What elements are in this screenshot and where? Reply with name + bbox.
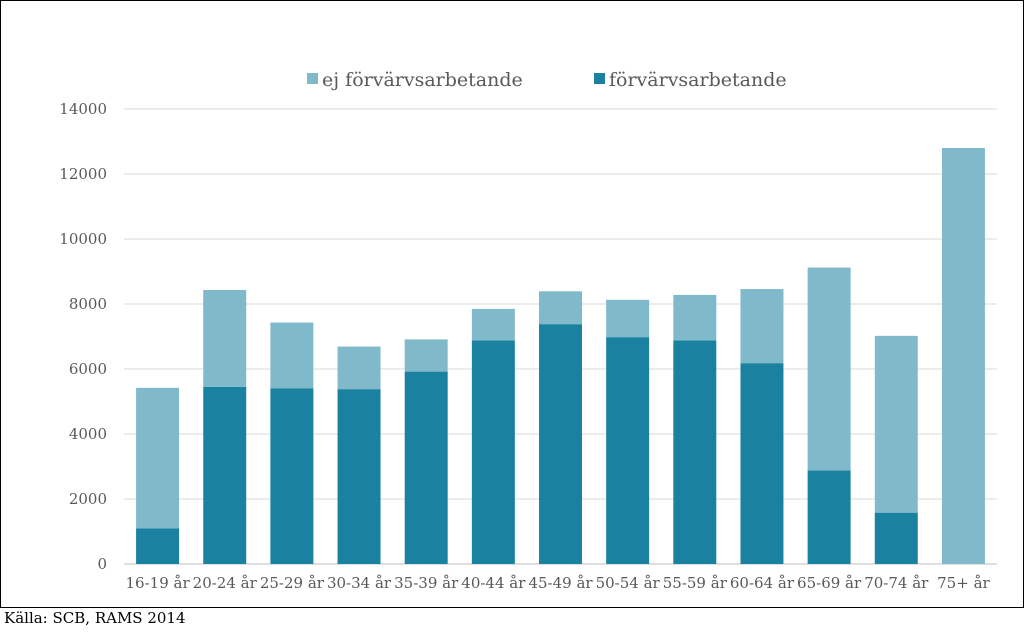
bar-segment	[941, 148, 985, 564]
bar-segment	[539, 324, 582, 564]
bar-segment	[404, 371, 448, 564]
x-axis-tick-labels: 16-19 år 20-24 år 25-29 år 30-34 år 35-39 år…	[126, 574, 991, 592]
x-tick-label: 30-34 år	[327, 574, 392, 592]
chart-frame: 0 2000 4000 6000 8000 10000 12000 14000 16-19 å…	[0, 0, 1024, 608]
bar-segment	[606, 299, 650, 338]
bar-segment	[203, 290, 247, 387]
bar-segment	[337, 346, 381, 390]
bar-segment	[404, 339, 448, 372]
x-tick-label: 35-39 år	[394, 574, 459, 592]
bar-segment	[874, 335, 918, 513]
x-tick-label: 40-44 år	[461, 574, 526, 592]
bar-segment	[673, 294, 717, 341]
legend-label: ej förvärvsarbetande	[322, 69, 523, 91]
x-tick-label: 16-19 år	[126, 574, 191, 592]
x-tick-label: 65-69 år	[797, 574, 862, 592]
x-tick-label: 25-29 år	[260, 574, 325, 592]
x-tick-label: 20-24 år	[193, 574, 258, 592]
y-tick-label: 4000	[69, 425, 107, 443]
source-note: Källa: SCB, RAMS 2014	[4, 609, 186, 627]
y-tick-label: 8000	[69, 295, 107, 313]
bar-segment	[874, 512, 918, 564]
legend-swatch	[594, 73, 605, 84]
x-tick-label: 55-59 år	[663, 574, 728, 592]
y-tick-label: 0	[97, 555, 107, 573]
legend-label: förvärvsarbetande	[609, 69, 787, 91]
bar-segment	[539, 291, 582, 325]
bar-segment	[740, 289, 784, 364]
bar-segment	[203, 386, 247, 564]
x-tick-label: 75+ år	[937, 574, 990, 592]
bar-segment	[270, 388, 314, 564]
bar-segment	[471, 340, 515, 564]
x-tick-label: 50-54 år	[596, 574, 661, 592]
stacked-bar-chart: 0 2000 4000 6000 8000 10000 12000 14000 16-19 å…	[59, 69, 997, 592]
y-axis-tick-labels: 0 2000 4000 6000 8000 10000 12000 14000	[59, 100, 107, 573]
bar-segment	[337, 389, 381, 564]
y-tick-label: 10000	[59, 230, 107, 248]
bar-segment	[471, 308, 515, 341]
bar-segment	[673, 340, 717, 564]
bar-segment	[807, 470, 851, 564]
bar-segment	[807, 267, 851, 471]
bar-segment	[136, 387, 180, 529]
legend: ej förvärvsarbetande förvärvsarbetande	[307, 69, 787, 91]
x-tick-label: 45-49 år	[528, 574, 593, 592]
x-tick-label: 60-64 år	[730, 574, 795, 592]
y-tick-label: 12000	[59, 165, 107, 183]
legend-swatch	[307, 73, 318, 84]
y-tick-label: 14000	[59, 100, 107, 118]
bar-segment	[740, 363, 784, 564]
bar-segment	[136, 528, 180, 564]
bar-segment	[606, 337, 650, 564]
y-tick-label: 2000	[69, 490, 107, 508]
x-tick-label: 70-74 år	[864, 574, 929, 592]
bar-segment	[270, 322, 314, 389]
bars	[136, 148, 985, 564]
y-tick-label: 6000	[69, 360, 107, 378]
